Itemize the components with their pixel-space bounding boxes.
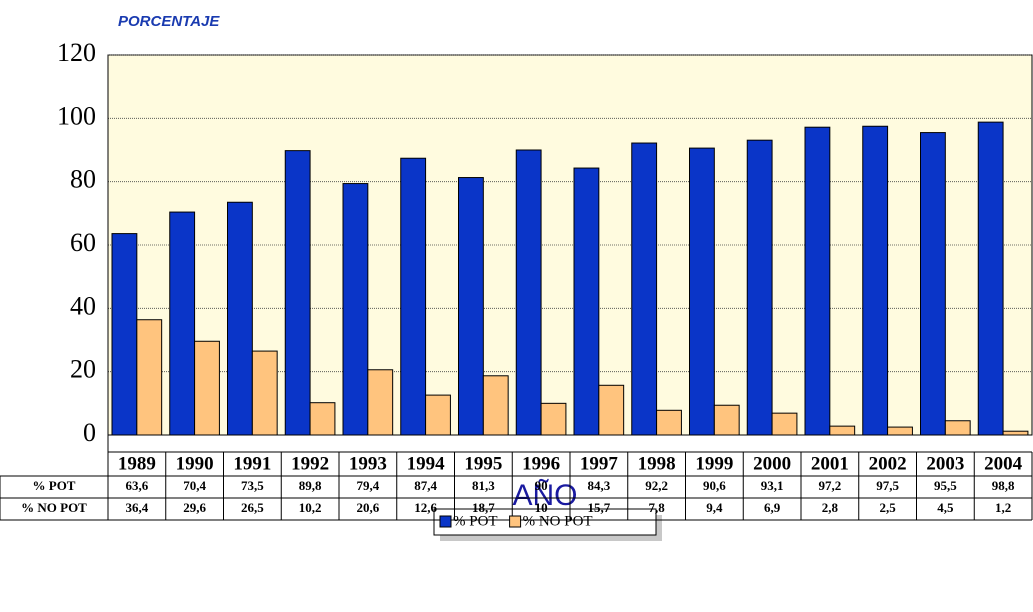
data-label: 73,5 — [241, 478, 264, 493]
bar — [425, 394, 451, 436]
y-tick-label: 60 — [70, 228, 96, 257]
bar — [458, 177, 484, 436]
data-label: 90 — [535, 478, 548, 493]
data-label: 26,5 — [241, 500, 264, 515]
data-label: 15,7 — [588, 500, 611, 515]
data-label: 18,7 — [472, 500, 495, 515]
bar — [482, 375, 509, 436]
bar — [136, 319, 163, 436]
data-label: 4,5 — [937, 500, 954, 515]
data-label: 98,8 — [992, 478, 1015, 493]
data-label: 87,4 — [414, 478, 437, 493]
x-tick-label: 2000 — [753, 453, 791, 474]
legend-label: % POT — [453, 513, 498, 529]
data-label: 97,2 — [819, 478, 842, 493]
bar — [631, 142, 658, 436]
bar — [920, 132, 946, 436]
legend-swatch — [509, 515, 522, 528]
y-tick-label: 20 — [70, 355, 96, 384]
x-tick-label: 2003 — [926, 453, 964, 474]
x-axis-label: AÑO — [512, 478, 577, 512]
y-tick-label: 120 — [57, 38, 96, 67]
y-tick-label: 40 — [70, 291, 96, 320]
legend-box — [433, 508, 657, 536]
legend — [433, 508, 662, 541]
bar — [598, 384, 625, 436]
data-label: 7,8 — [649, 500, 666, 515]
x-tick-label: 1996 — [522, 453, 560, 474]
bar — [367, 369, 394, 436]
bar — [284, 150, 311, 436]
y-tick-label: 0 — [83, 418, 96, 447]
bar — [656, 409, 682, 436]
x-tick-label: 2004 — [984, 453, 1023, 474]
data-label: 6,9 — [764, 500, 781, 515]
data-label: 81,3 — [472, 478, 495, 493]
bar — [829, 425, 856, 436]
data-label: 10 — [535, 500, 548, 515]
x-tick-label: 1997 — [580, 453, 619, 474]
bar — [862, 125, 889, 436]
data-label: 2,8 — [822, 500, 839, 515]
x-tick-label: 1989 — [118, 453, 156, 474]
bar — [1002, 430, 1029, 436]
data-label: 84,3 — [588, 478, 611, 493]
bar — [309, 402, 336, 436]
bar — [540, 402, 567, 436]
data-label: 90,6 — [703, 478, 726, 493]
x-tick-label: 2001 — [811, 453, 849, 474]
bar — [746, 139, 773, 436]
data-label: 93,1 — [761, 478, 784, 493]
data-label: 20,6 — [357, 500, 380, 515]
data-label: 36,4 — [126, 500, 149, 515]
bar — [194, 340, 220, 436]
data-label: 63,6 — [126, 478, 149, 493]
legend-label: % NO POT — [523, 513, 593, 529]
x-tick-label: 1993 — [349, 453, 387, 474]
bar — [227, 201, 253, 436]
data-label: 9,4 — [706, 500, 723, 515]
bar — [713, 404, 740, 436]
bar — [400, 157, 427, 436]
bar — [689, 147, 715, 436]
data-label: 97,5 — [876, 478, 899, 493]
data-label: 10,2 — [299, 500, 322, 515]
data-label: 89,8 — [299, 478, 322, 493]
bar — [251, 350, 278, 436]
bar — [804, 126, 831, 436]
bar — [771, 412, 798, 436]
x-tick-label: 1994 — [407, 453, 446, 474]
row-header: % POT — [33, 478, 76, 493]
bar — [169, 211, 196, 436]
bar — [887, 426, 913, 436]
data-label: 92,2 — [645, 478, 668, 493]
x-tick-label: 1991 — [233, 453, 271, 474]
legend-swatch — [439, 515, 452, 528]
bar — [515, 149, 542, 436]
data-label: 70,4 — [183, 478, 206, 493]
bar — [977, 121, 1004, 436]
x-tick-label: 1995 — [464, 453, 502, 474]
bar — [944, 420, 971, 436]
y-axis-label: PORCENTAJE — [118, 13, 220, 30]
bar — [111, 233, 138, 436]
x-tick-label: 1999 — [695, 453, 733, 474]
x-tick-label: 1998 — [638, 453, 676, 474]
x-tick-label: 1990 — [176, 453, 214, 474]
data-label: 29,6 — [183, 500, 206, 515]
row-header: % NO POT — [21, 500, 87, 515]
data-label: 95,5 — [934, 478, 957, 493]
data-label: 79,4 — [357, 478, 380, 493]
y-tick-label: 80 — [70, 165, 96, 194]
bar — [342, 183, 369, 436]
x-tick-label: 1992 — [291, 453, 329, 474]
y-tick-label: 100 — [57, 101, 96, 130]
data-label: 2,5 — [880, 500, 897, 515]
x-tick-label: 2002 — [869, 453, 907, 474]
bar — [573, 167, 600, 436]
data-label: 1,2 — [995, 500, 1011, 515]
data-label: 12,6 — [414, 500, 437, 515]
